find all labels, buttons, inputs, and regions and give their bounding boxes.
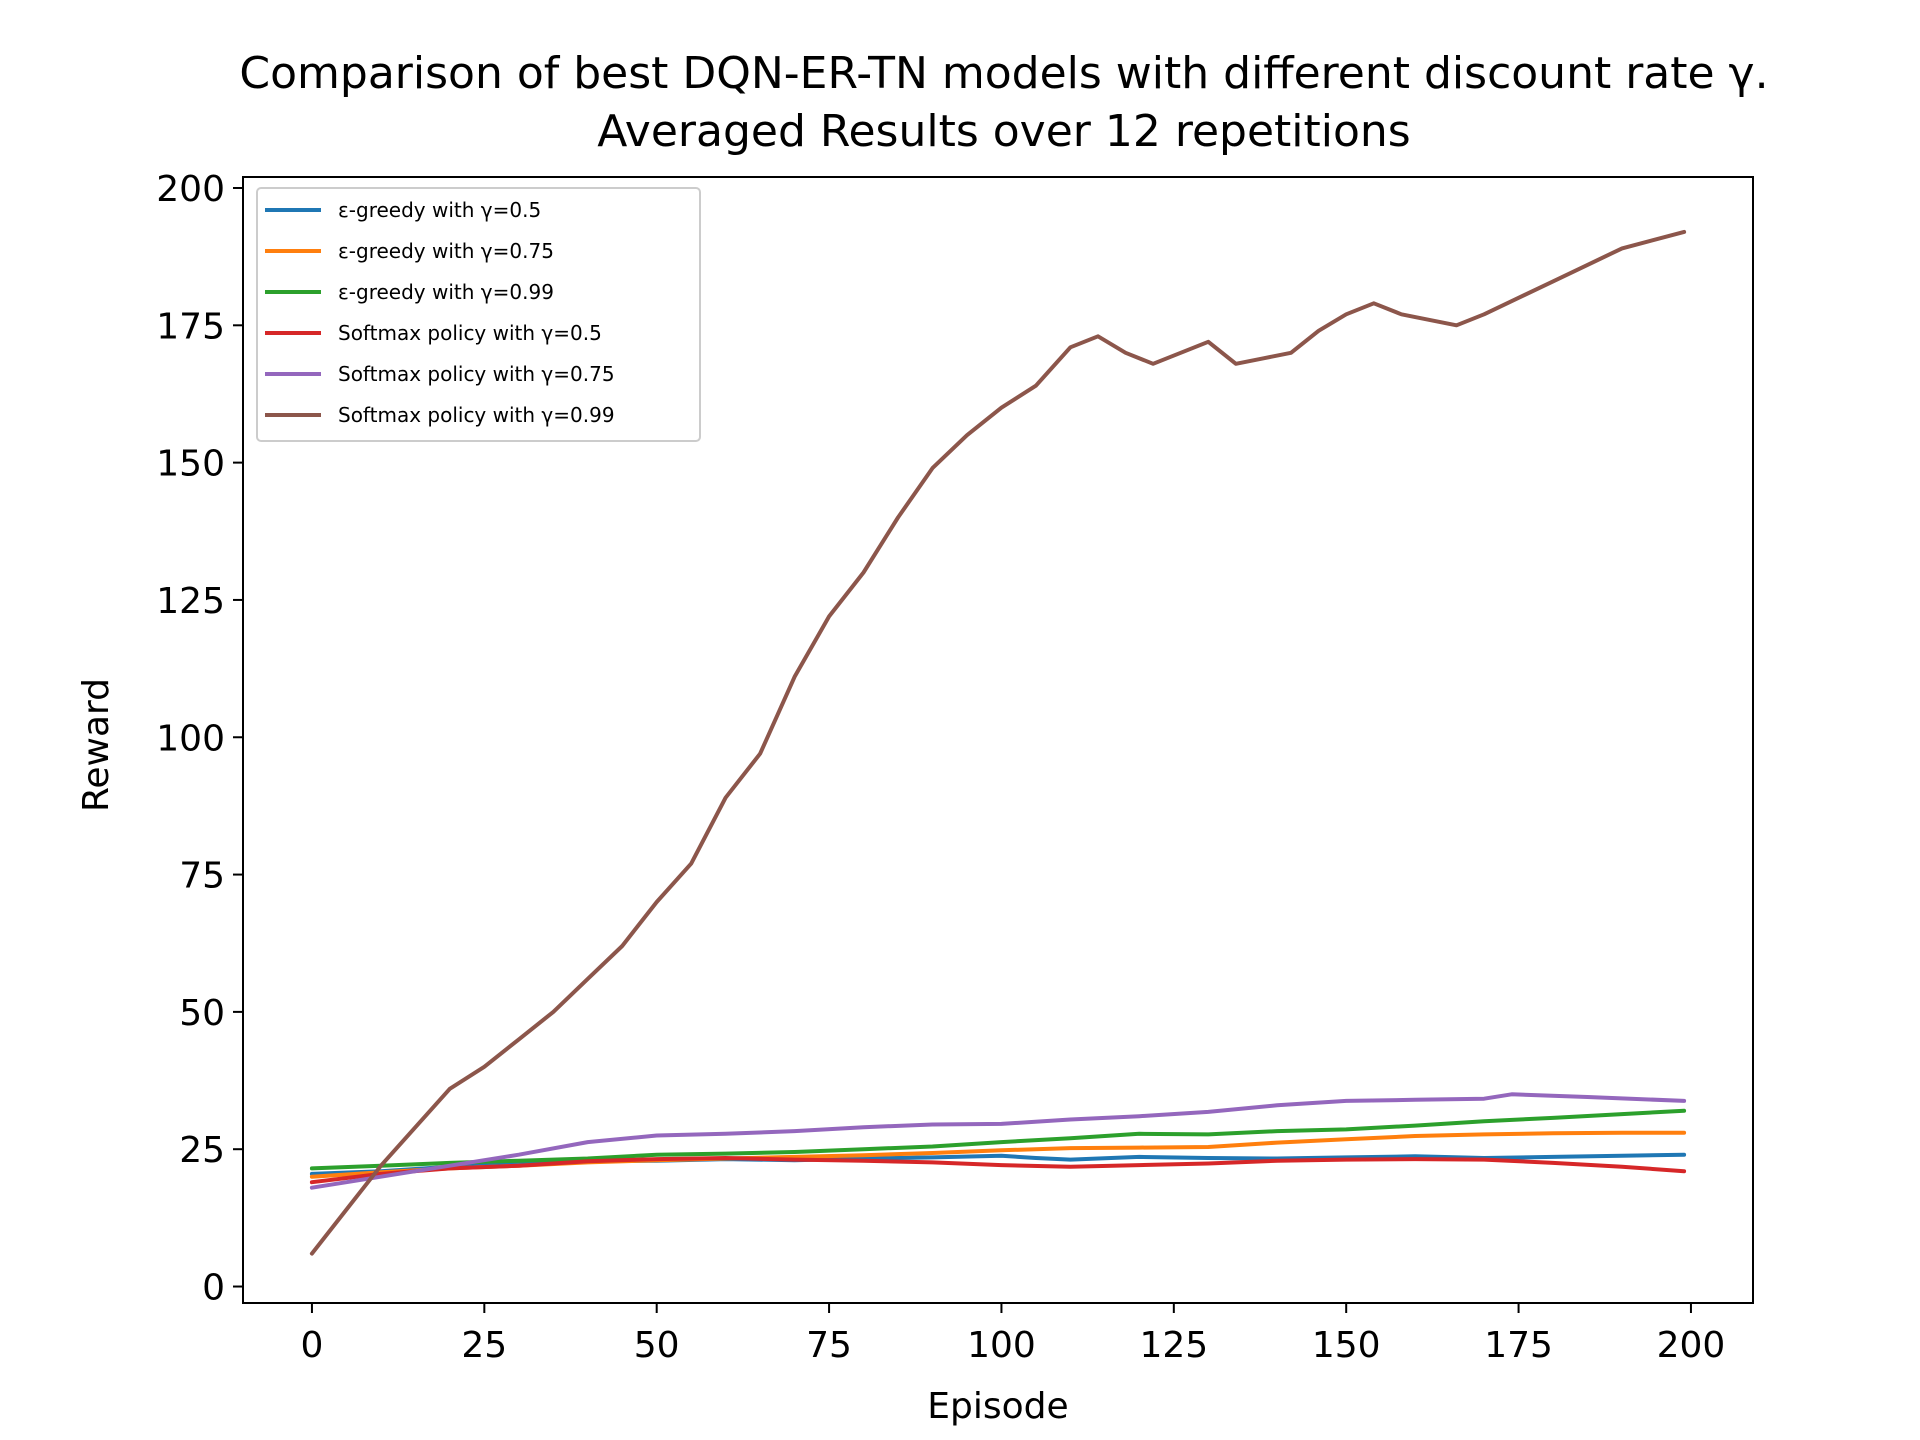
legend-label: ε-greedy with γ=0.75 [338,239,554,263]
plot-frame [242,176,1754,1304]
x-tick-label: 175 [1484,1325,1553,1366]
y-axis-label: Reward [76,678,117,812]
x-axis: 0 25 50 75 100 125 150 175 200 [300,1303,1725,1366]
y-tick-label: 175 [156,306,225,347]
y-tick-label: 200 [156,169,225,210]
legend-box [256,187,701,442]
y-tick-label: 25 [179,1130,225,1171]
series-layer [309,229,1687,1256]
x-tick-label: 100 [967,1325,1036,1366]
x-axis-label: Episode [927,1386,1068,1427]
series-line-4 [309,1156,1687,1185]
legend-label: Softmax policy with γ=0.75 [338,362,615,386]
legend: ε-greedy with γ=0.5 ε-greedy with γ=0.75 ε… [256,187,701,442]
plot-area [242,176,1754,1304]
y-tick-label: 0 [202,1268,225,1309]
y-tick-label: 50 [179,993,225,1034]
chart-title: Comparison of best DQN-ER-TN models with… [239,48,1768,99]
legend-label: ε-greedy with γ=0.5 [338,198,541,222]
chart-subtitle: Averaged Results over 12 repetitions [597,106,1410,157]
x-tick-label: 50 [634,1325,680,1366]
y-axis: 0 25 50 75 100 125 150 175 200 [156,169,243,1309]
x-tick-label: 0 [300,1325,323,1366]
y-tick-label: 75 [179,856,225,897]
y-tick-label: 150 [156,444,225,485]
legend-label: Softmax policy with γ=0.99 [338,403,615,427]
x-tick-label: 75 [806,1325,852,1366]
x-tick-label: 125 [1139,1325,1208,1366]
y-tick-label: 100 [156,718,225,759]
legend-items: ε-greedy with γ=0.5 ε-greedy with γ=0.75 ε… [265,198,615,427]
x-tick-label: 150 [1312,1325,1381,1366]
x-tick-label: 25 [461,1325,507,1366]
y-tick-label: 125 [156,581,225,622]
series-line-6 [309,229,1687,1256]
series-line-3 [309,1108,1687,1171]
legend-label: Softmax policy with γ=0.5 [338,321,602,345]
x-tick-label: 200 [1657,1325,1726,1366]
series-line-5 [309,1092,1687,1190]
legend-label: ε-greedy with γ=0.99 [338,280,554,304]
